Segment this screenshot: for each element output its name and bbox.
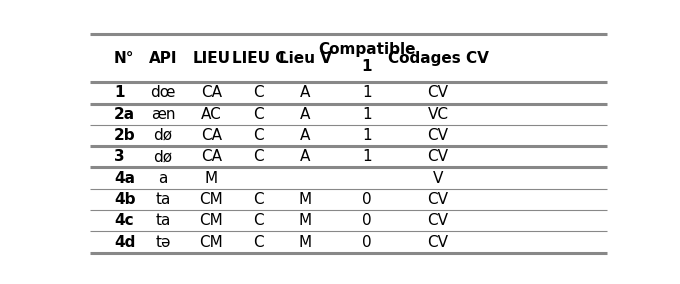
Text: N°: N° bbox=[114, 51, 135, 66]
Text: LIEU C: LIEU C bbox=[232, 51, 286, 66]
Text: 4d: 4d bbox=[114, 235, 135, 250]
Text: LIEU: LIEU bbox=[192, 51, 231, 66]
Text: æn: æn bbox=[151, 107, 175, 122]
Text: A: A bbox=[300, 107, 311, 122]
Text: CA: CA bbox=[201, 85, 222, 100]
Text: API: API bbox=[149, 51, 177, 66]
Text: C: C bbox=[254, 85, 265, 100]
Text: Compatible
1: Compatible 1 bbox=[318, 42, 415, 74]
Text: Lieu V: Lieu V bbox=[279, 51, 332, 66]
Text: C: C bbox=[254, 128, 265, 143]
Text: Codages CV: Codages CV bbox=[388, 51, 488, 66]
Text: CM: CM bbox=[200, 213, 223, 228]
Text: 1: 1 bbox=[362, 149, 372, 164]
Text: dø: dø bbox=[154, 128, 173, 143]
Text: M: M bbox=[299, 235, 312, 250]
Text: CM: CM bbox=[200, 235, 223, 250]
Text: C: C bbox=[254, 149, 265, 164]
Text: M: M bbox=[299, 213, 312, 228]
Text: 1: 1 bbox=[114, 85, 124, 100]
Text: AC: AC bbox=[201, 107, 222, 122]
Text: ta: ta bbox=[155, 213, 171, 228]
Text: CA: CA bbox=[201, 128, 222, 143]
Text: C: C bbox=[254, 107, 265, 122]
Text: C: C bbox=[254, 235, 265, 250]
Text: CV: CV bbox=[428, 85, 449, 100]
Text: dø: dø bbox=[154, 149, 173, 164]
Text: 1: 1 bbox=[362, 107, 372, 122]
Text: ta: ta bbox=[155, 192, 171, 207]
Text: 1: 1 bbox=[362, 85, 372, 100]
Text: CV: CV bbox=[428, 235, 449, 250]
Text: 0: 0 bbox=[362, 213, 372, 228]
Text: CV: CV bbox=[428, 213, 449, 228]
Text: CA: CA bbox=[201, 149, 222, 164]
Text: 0: 0 bbox=[362, 235, 372, 250]
Text: M: M bbox=[205, 171, 218, 186]
Text: 4c: 4c bbox=[114, 213, 133, 228]
Text: VC: VC bbox=[428, 107, 449, 122]
Text: dœ: dœ bbox=[150, 85, 175, 100]
Text: tə: tə bbox=[155, 235, 171, 250]
Text: 0: 0 bbox=[362, 192, 372, 207]
Text: C: C bbox=[254, 192, 265, 207]
Text: 3: 3 bbox=[114, 149, 124, 164]
Text: 2a: 2a bbox=[114, 107, 135, 122]
Text: a: a bbox=[158, 171, 168, 186]
Text: CV: CV bbox=[428, 149, 449, 164]
Text: CV: CV bbox=[428, 192, 449, 207]
Text: 4b: 4b bbox=[114, 192, 135, 207]
Text: A: A bbox=[300, 149, 311, 164]
Text: 2b: 2b bbox=[114, 128, 135, 143]
Text: CV: CV bbox=[428, 128, 449, 143]
Text: A: A bbox=[300, 85, 311, 100]
Text: C: C bbox=[254, 213, 265, 228]
Text: V: V bbox=[433, 171, 443, 186]
Text: 4a: 4a bbox=[114, 171, 135, 186]
Text: 1: 1 bbox=[362, 128, 372, 143]
Text: CM: CM bbox=[200, 192, 223, 207]
Text: A: A bbox=[300, 128, 311, 143]
Text: M: M bbox=[299, 192, 312, 207]
